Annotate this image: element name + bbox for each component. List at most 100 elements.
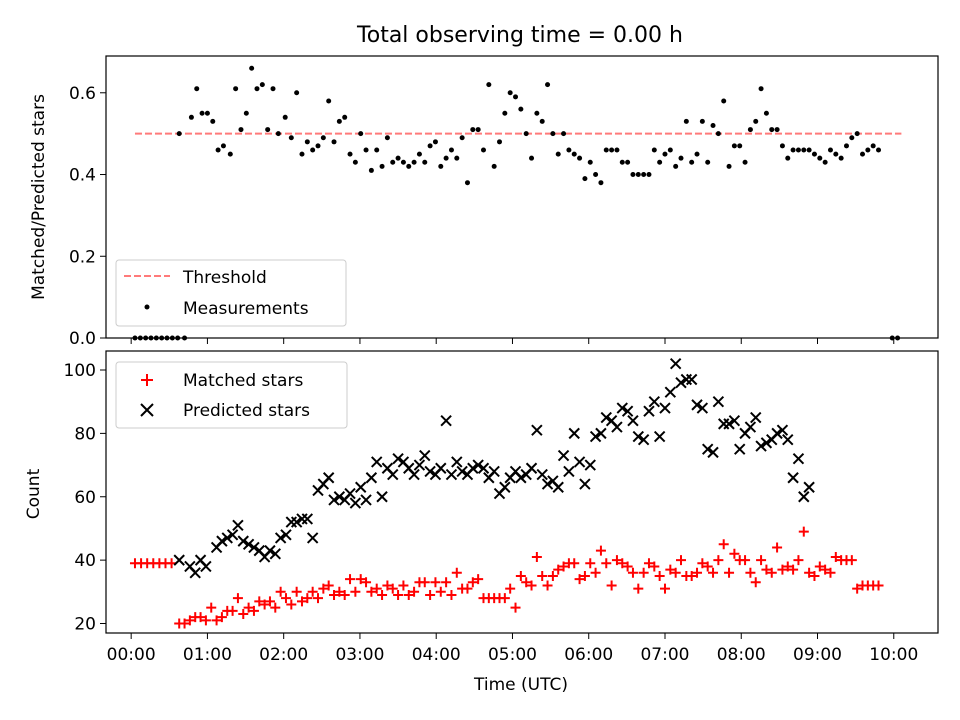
matched-star-point xyxy=(713,555,724,566)
predicted-star-point xyxy=(755,440,767,452)
matched-star-point xyxy=(627,567,638,578)
x-tick-label: 03:00 xyxy=(335,645,384,665)
predicted-legend-swatch xyxy=(140,403,154,417)
matched-star-point xyxy=(761,564,772,575)
measurement-point xyxy=(352,159,358,165)
predicted-star-point xyxy=(718,418,730,430)
predicted-star-point xyxy=(419,449,431,462)
matched-star-point xyxy=(393,589,404,600)
predicted-star-point xyxy=(301,513,314,525)
matched-star-point xyxy=(745,567,756,578)
matched-star-point xyxy=(334,586,345,597)
predicted-star-point xyxy=(248,541,260,554)
x-tick-label: 06:00 xyxy=(564,645,613,665)
x-tick-label: 07:00 xyxy=(640,645,689,665)
predicted-star-point xyxy=(579,478,591,490)
measurement-point xyxy=(507,90,513,96)
matched-star-point xyxy=(798,526,809,537)
predicted-star-point xyxy=(685,373,698,386)
predicted-star-point xyxy=(467,462,479,474)
measurement-point xyxy=(176,131,182,137)
predicted-star-point xyxy=(274,532,287,544)
measurement-point xyxy=(614,147,620,153)
matched-star-point xyxy=(430,577,441,588)
top-y-axis-label: Matched/Predicted stars xyxy=(29,94,49,300)
measurement-point xyxy=(259,82,265,88)
matched-star-point xyxy=(521,577,532,588)
matched-star-point xyxy=(830,551,841,562)
predicted-star-point xyxy=(451,456,463,468)
measurement-point xyxy=(721,98,727,104)
measurement-point xyxy=(320,135,326,141)
matched-star-point xyxy=(216,612,227,623)
y-tick-label: 0.2 xyxy=(69,247,96,267)
predicted-star-point xyxy=(728,415,741,427)
matched-star-point xyxy=(825,567,836,578)
predicted-star-point xyxy=(637,434,650,446)
predicted-star-point xyxy=(237,535,249,547)
predicted-star-point xyxy=(563,465,575,478)
measurement-point xyxy=(673,163,679,169)
matched-star-point xyxy=(814,561,825,572)
measurement-point xyxy=(523,131,529,137)
measurement-point xyxy=(464,180,470,186)
measurement-point xyxy=(641,172,647,178)
predicted-star-point xyxy=(435,462,447,474)
predicted-star-point xyxy=(589,430,602,443)
predicted-star-point xyxy=(616,402,628,414)
matched-star-point xyxy=(206,602,217,613)
measurement-point xyxy=(742,159,748,165)
measurement-point xyxy=(747,127,753,133)
matched-star-point xyxy=(526,580,537,591)
x-tick-label: 10:00 xyxy=(869,645,918,665)
measurement-point xyxy=(513,94,519,100)
measurement-point xyxy=(299,151,305,157)
measurement-point xyxy=(310,147,316,153)
x-axis-label: Time (UTC) xyxy=(473,675,568,695)
predicted-star-point xyxy=(328,494,340,506)
matched-star-point xyxy=(804,567,815,578)
measurement-point xyxy=(849,135,855,141)
matched-star-point xyxy=(558,561,569,572)
matched-star-point xyxy=(419,577,430,588)
predicted-star-point xyxy=(653,430,666,443)
predicted-star-point xyxy=(221,532,233,544)
measurement-point xyxy=(243,110,249,116)
matched-star-point xyxy=(531,551,542,562)
predicted-star-point xyxy=(776,424,789,436)
predicted-star-point xyxy=(600,411,612,424)
matched-star-point xyxy=(243,602,254,613)
matched-star-point xyxy=(451,567,462,578)
measurement-point xyxy=(694,151,700,157)
predicted-star-point xyxy=(798,491,810,503)
predicted-star-point xyxy=(525,462,538,474)
predicted-star-point xyxy=(189,567,201,579)
matched-star-point xyxy=(264,596,275,607)
predicted-star-point xyxy=(456,465,468,478)
measurement-point xyxy=(555,151,561,157)
measurement-point xyxy=(561,131,567,137)
matched-star-point xyxy=(772,542,783,553)
predicted-star-point xyxy=(285,516,298,528)
predicted-star-point xyxy=(531,424,543,436)
measurement-point xyxy=(870,143,876,149)
predicted-star-point xyxy=(595,427,607,440)
measurement-point xyxy=(497,139,503,145)
predicted-star-point xyxy=(541,478,554,490)
measurement-point xyxy=(545,82,551,88)
measurement-point xyxy=(705,159,711,165)
measurement-point xyxy=(865,147,871,153)
matched-star-point xyxy=(505,583,516,594)
measurement-point xyxy=(411,159,417,165)
matched-star-point xyxy=(446,589,457,600)
measurement-point xyxy=(625,159,631,165)
predicted-star-point xyxy=(349,497,362,509)
measurement-point xyxy=(204,110,210,116)
matched-star-point xyxy=(740,555,751,566)
measurement-point xyxy=(215,147,221,153)
measurement-point xyxy=(384,135,390,141)
predicted-star-point xyxy=(771,427,783,440)
predicted-star-point xyxy=(691,399,703,411)
measurement-point xyxy=(491,163,497,169)
matched-star-point xyxy=(302,593,313,604)
